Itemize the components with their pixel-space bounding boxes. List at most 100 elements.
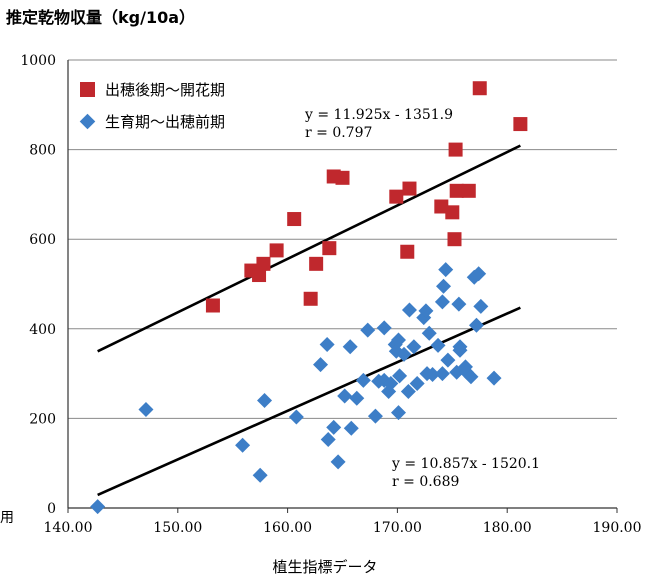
y-tick-label: 200 [29,411,56,427]
legend-square-marker [80,81,95,97]
data-point-diamond [436,278,452,294]
x-axis-title: 植生指標データ [272,558,378,576]
gridlines [68,59,617,419]
trendline-annotation-blue: y = 10.857x - 1520.1 r = 0.689 [392,455,540,491]
data-point-square [322,241,337,256]
data-point-diamond [471,266,487,282]
data-point-diamond [473,298,489,314]
x-tick-label: 170.00 [373,520,422,536]
data-point-square [513,117,528,132]
data-point-square [402,181,417,196]
data-points [90,81,528,515]
data-point-diamond [438,262,454,278]
y-tick-label: 600 [29,232,56,248]
data-point-diamond [409,375,425,391]
data-point-square [461,183,476,198]
data-point-diamond [90,499,106,515]
data-point-diamond [326,419,342,435]
data-point-diamond [400,384,416,400]
y-tick-label: 0 [47,501,56,517]
legend-item-blue: 生育期～出穂前期 [79,110,226,132]
data-point-square [448,142,463,157]
data-point-diamond [343,420,359,436]
x-tick-label: 190.00 [593,520,642,536]
data-point-diamond [235,437,251,453]
data-point-square [303,291,318,306]
legend: 出穂後期～開花期 生育期～出穂前期 [79,78,226,142]
r-value-red: r = 0.797 [305,125,373,141]
data-point-diamond [319,336,335,352]
data-point-diamond [355,372,371,388]
data-point-diamond [390,405,406,421]
data-point-square [389,189,404,204]
data-point-diamond [421,325,437,341]
data-point-diamond [468,317,484,333]
y-tick-label: 1000 [20,53,56,69]
equation-red: y = 11.925x - 1351.9 [305,107,454,123]
legend-diamond-marker [79,113,96,129]
legend-label-red: 出穂後期～開花期 [105,80,226,99]
data-point-diamond [330,454,346,470]
tick-labels: 0 200 400 600 800 1000 140.00 150.00 160.00 170.0… [20,53,641,536]
data-point-diamond [360,322,376,338]
data-point-diamond [349,390,365,406]
data-point-square [335,170,350,185]
trendline-annotation-red: y = 11.925x - 1351.9 r = 0.797 [305,106,453,142]
data-point-diamond [396,346,412,362]
y-axis-title: 推定乾物収量（kg/10a） [6,8,196,27]
data-point-diamond [376,320,392,336]
data-point-diamond [452,342,468,358]
data-point-diamond [430,337,446,353]
x-tick-label: 160.00 [263,520,312,536]
y-tick-label: 800 [29,143,56,159]
data-point-square [400,244,415,259]
data-point-diamond [434,294,450,310]
data-point-square [434,199,449,214]
data-point-diamond [451,296,467,312]
x-tick-label: 150.00 [153,520,202,536]
data-point-diamond [434,366,450,382]
trendline-blue [97,306,521,497]
data-point-diamond [313,357,329,373]
data-point-square [447,232,462,247]
data-point-diamond [257,392,273,408]
legend-item-red: 出穂後期～開花期 [80,78,225,100]
data-point-square [287,212,302,227]
data-point-diamond [440,352,456,368]
r-value-blue: r = 0.689 [392,474,460,490]
data-point-diamond [138,401,154,417]
axes [67,60,618,513]
trendline-red [97,144,521,353]
x-tick-label: 140.00 [44,520,93,536]
data-point-square [252,268,267,283]
data-point-square [309,256,324,271]
data-point-square [256,256,271,271]
data-point-square [472,81,487,96]
data-point-square [449,183,464,198]
data-point-diamond [342,339,358,355]
data-point-square [205,298,220,313]
data-point-diamond [252,467,268,483]
equation-blue: y = 10.857x - 1520.1 [392,456,541,472]
data-point-diamond [418,303,434,319]
trendlines [97,144,521,497]
data-point-diamond [401,302,417,318]
data-point-diamond [390,332,406,348]
data-point-diamond [320,431,336,447]
data-point-diamond [367,408,383,424]
data-point-diamond [337,388,353,404]
y-tick-label: 400 [29,322,56,338]
data-point-diamond [406,339,422,355]
data-point-diamond [425,366,441,382]
data-point-square [445,205,460,220]
data-point-diamond [383,375,399,391]
stray-label: 用 [0,510,14,526]
data-point-diamond [392,368,408,384]
data-point-diamond [463,369,479,385]
data-point-diamond [486,370,502,386]
x-tick-label: 180.00 [483,520,532,536]
legend-label-blue: 生育期～出穂前期 [105,112,226,131]
data-point-diamond [288,409,304,425]
data-point-square [269,243,284,258]
